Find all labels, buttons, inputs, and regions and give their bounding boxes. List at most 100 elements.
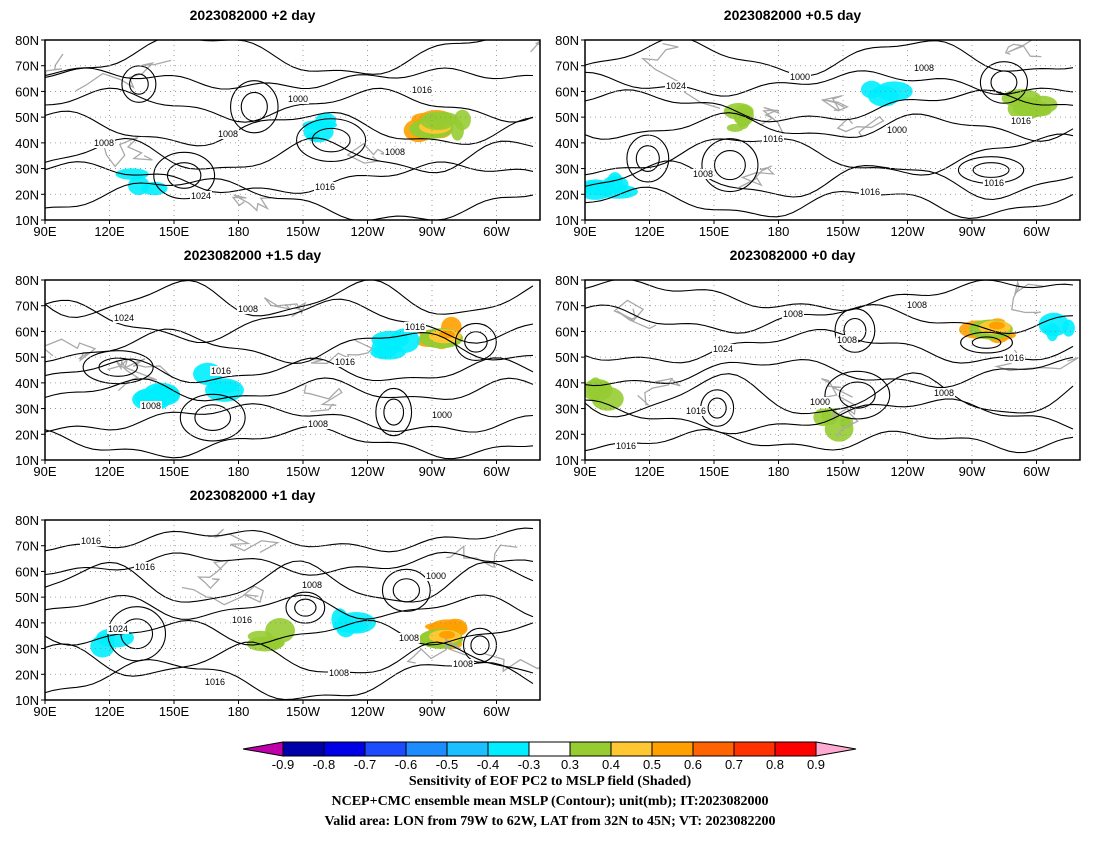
lat-tick-label: 20N xyxy=(555,187,579,202)
lon-tick-label: 120W xyxy=(351,224,386,239)
isobar xyxy=(585,133,1074,176)
lat-tick-label: 80N xyxy=(15,273,39,288)
isobar xyxy=(381,568,431,612)
lon-tick-label: 90E xyxy=(33,224,56,239)
lat-tick-label: 40N xyxy=(15,136,39,151)
panel-title: 2023082000 +1 day xyxy=(190,487,316,503)
sensitivity-patch xyxy=(331,608,348,631)
lat-tick-label: 50N xyxy=(555,350,579,365)
lon-tick-label: 150W xyxy=(826,464,861,479)
lat-tick-label: 60N xyxy=(15,84,39,99)
coastline xyxy=(832,395,859,438)
lat-tick-label: 30N xyxy=(15,642,39,657)
contour-label: 1016 xyxy=(860,187,880,197)
colorbar-swatch xyxy=(610,741,653,757)
colorbar-tick-label: -0.6 xyxy=(395,757,417,772)
contour-label: 1008 xyxy=(302,580,322,590)
lat-tick-label: 70N xyxy=(15,299,39,314)
colorbar-tick-label: 0.7 xyxy=(725,757,743,772)
isobar xyxy=(45,298,534,344)
isobar xyxy=(166,162,202,189)
contour-label: 1008 xyxy=(934,388,954,398)
sensitivity-patch xyxy=(860,80,883,99)
contour-label: 1024 xyxy=(114,313,134,323)
lat-tick-label: 70N xyxy=(555,299,579,314)
colorbar-swatch xyxy=(733,741,776,757)
lon-tick-label: 150E xyxy=(159,224,190,239)
isobar xyxy=(45,328,534,364)
contour-label: 1000 xyxy=(810,397,830,407)
lon-tick-label: 180 xyxy=(228,704,250,719)
lon-tick-label: 120W xyxy=(351,704,386,719)
contour-label: 1000 xyxy=(887,125,907,135)
contour-label: 1000 xyxy=(790,72,810,82)
lon-tick-label: 150W xyxy=(286,224,321,239)
lat-tick-label: 40N xyxy=(15,376,39,391)
coastline xyxy=(760,106,784,135)
isobar xyxy=(45,178,534,220)
coastline xyxy=(483,652,540,673)
lat-tick-label: 40N xyxy=(555,376,579,391)
isobar xyxy=(194,404,232,431)
caption-line-3: Valid area: LON from 79W to 62W, LAT fro… xyxy=(324,814,776,829)
figure-caption: Sensitivity of EOF PC2 to MSLP field (Sh… xyxy=(0,772,1100,832)
lon-tick-label: 150E xyxy=(699,224,730,239)
lat-tick-label: 80N xyxy=(555,273,579,288)
isobar xyxy=(311,127,351,153)
isobar xyxy=(45,551,534,576)
contour-label: 1024 xyxy=(191,191,211,201)
isobar xyxy=(713,150,746,181)
coastline xyxy=(1004,40,1042,58)
contour-label: 1008 xyxy=(914,63,934,73)
sensitivity-patch xyxy=(450,119,464,141)
contour-label: 1000 xyxy=(288,94,308,104)
map-panel: 1008 1016 1008 1000 1000 1016 1024 1016 1016 2023… xyxy=(555,7,1081,239)
colorbar-tick-label: -0.9 xyxy=(272,757,294,772)
contour-label: 1016 xyxy=(232,615,252,625)
sensitivity-patch xyxy=(598,184,638,199)
sensitivity-patch xyxy=(587,377,604,402)
lon-tick-label: 180 xyxy=(228,224,250,239)
isobar xyxy=(585,304,1074,335)
contour-label: 1016 xyxy=(405,322,425,332)
isobar xyxy=(45,527,534,553)
map-frame xyxy=(584,39,1081,221)
contour-label: 1008 xyxy=(907,300,927,310)
colorbar-tick-label: 0.3 xyxy=(561,757,579,772)
contour-label: 1016 xyxy=(1011,116,1031,126)
caption-line-1: Sensitivity of EOF PC2 to MSLP field (Sh… xyxy=(408,774,692,789)
lon-tick-label: 150W xyxy=(286,464,321,479)
isobar xyxy=(971,336,1002,349)
isobar xyxy=(585,186,1074,219)
coastline xyxy=(75,59,172,92)
lon-tick-label: 120E xyxy=(94,464,125,479)
lon-tick-label: 180 xyxy=(768,464,790,479)
isobar xyxy=(701,138,759,193)
isobar xyxy=(585,112,1074,142)
sensitivity-patch xyxy=(420,111,456,131)
lon-tick-label: 150W xyxy=(286,704,321,719)
map-field: 1008 1008 1016 1024 1000 1008 1016 1016 1008 xyxy=(585,280,1080,460)
colorbar-tick-label: -0.8 xyxy=(313,757,335,772)
coastline xyxy=(45,53,64,83)
lat-tick-label: 50N xyxy=(15,350,39,365)
lat-tick-label: 40N xyxy=(555,136,579,151)
isobar xyxy=(585,89,1074,123)
lat-tick-label: 20N xyxy=(15,187,39,202)
isobar xyxy=(383,398,405,426)
contour-label: 1008 xyxy=(453,659,473,669)
lon-tick-label: 60W xyxy=(483,224,510,239)
isobar xyxy=(585,356,1074,388)
contour-label: 1016 xyxy=(205,677,225,687)
lon-tick-label: 90E xyxy=(33,704,56,719)
sensitivity-patch xyxy=(439,630,455,639)
contour-label: 1016 xyxy=(315,182,335,192)
coastline xyxy=(115,359,158,392)
isobar xyxy=(972,162,1010,178)
lat-tick-label: 10N xyxy=(15,453,39,468)
coastline xyxy=(1011,280,1043,315)
colorbar-tick-label: 0.6 xyxy=(684,757,702,772)
isobar xyxy=(45,40,533,77)
map-frame xyxy=(44,519,541,701)
isobar xyxy=(45,161,534,194)
